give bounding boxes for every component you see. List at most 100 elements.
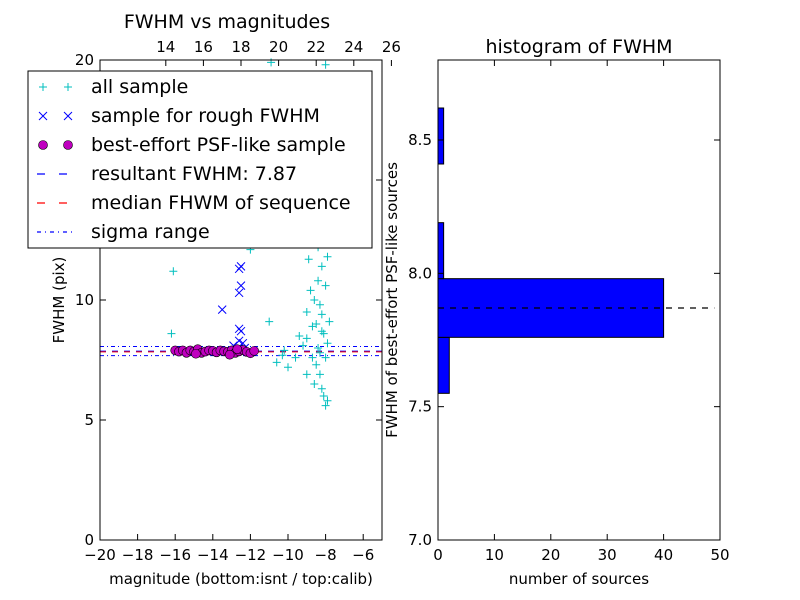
x-tick-label: −6 — [352, 546, 374, 564]
top-x-tick-label: 26 — [382, 38, 401, 56]
x-tick-label: 40 — [654, 546, 673, 564]
data-point — [302, 370, 311, 379]
data-point — [314, 276, 323, 285]
data-point — [169, 267, 178, 276]
histogram-bar — [437, 107, 445, 165]
data-point — [191, 348, 201, 359]
top-x-tick-label: 24 — [344, 38, 363, 56]
data-point — [278, 351, 287, 360]
legend-marker — [64, 83, 72, 91]
x-tick-label: −12 — [235, 546, 267, 564]
legend-label: median FHWM of sequence — [91, 192, 351, 214]
data-point — [304, 255, 313, 264]
data-point — [308, 353, 317, 362]
scatter-panel: −20−18−16−14−12−10−8−6051015201416182022… — [27, 11, 401, 588]
y-tick-label: 0 — [84, 531, 94, 549]
histogram-y-axis-label: FWHM of best-effort PSF-like sources — [383, 162, 401, 438]
data-point — [321, 353, 330, 362]
legend-label: sample for rough FWHM — [91, 105, 320, 127]
data-point — [310, 380, 319, 388]
data-point — [317, 384, 326, 393]
data-point — [310, 296, 319, 304]
data-point — [317, 327, 326, 336]
data-point — [234, 336, 244, 346]
legend-marker — [63, 140, 73, 150]
top-x-tick-label: 20 — [269, 38, 288, 56]
data-point — [280, 346, 289, 355]
top-x-tick-label: 22 — [307, 38, 326, 56]
data-point — [299, 341, 308, 350]
data-point — [323, 339, 332, 348]
x-tick-label: −14 — [197, 546, 229, 564]
data-point — [314, 344, 323, 352]
legend-marker — [38, 111, 48, 121]
data-point — [249, 346, 259, 356]
data-point — [319, 392, 328, 400]
x-tick-label: −20 — [84, 546, 116, 564]
data-point — [224, 349, 235, 360]
y-tick-label: 8.5 — [408, 131, 432, 149]
data-point — [272, 358, 281, 367]
data-point — [312, 360, 321, 369]
data-point — [291, 353, 300, 362]
data-point — [234, 264, 244, 274]
data-point — [306, 286, 315, 295]
data-point — [317, 310, 326, 319]
data-point — [323, 396, 332, 405]
histogram-title: histogram of FWHM — [485, 36, 672, 58]
y-tick-label: 10 — [75, 291, 94, 309]
x-tick-label: −10 — [272, 546, 304, 564]
data-point — [302, 334, 311, 343]
x-tick-label: 0 — [433, 546, 443, 564]
histogram-bar — [437, 336, 450, 394]
data-point — [321, 401, 330, 410]
histogram-panel: 0 10 20 30 40 50 7.0 7.5 8.0 8.5 histogram of FWH… — [383, 36, 730, 588]
data-point — [234, 288, 244, 298]
histogram-axes-frame — [437, 59, 721, 541]
data-point — [315, 300, 324, 309]
scatter-data-layer — [100, 58, 382, 410]
data-point — [265, 317, 274, 326]
y-tick-label: 7.5 — [408, 398, 432, 416]
legend-marker — [38, 140, 48, 150]
histogram-bar — [437, 222, 445, 280]
y-tick-label: 8.0 — [408, 264, 432, 282]
y-tick-label: 20 — [75, 51, 94, 69]
scatter-title: FWHM vs magnitudes — [124, 11, 330, 33]
data-point — [315, 370, 324, 379]
top-x-tick-label: 14 — [156, 38, 175, 56]
data-point — [284, 363, 292, 372]
top-x-tick-label: 16 — [194, 38, 213, 56]
data-point — [321, 60, 330, 69]
x-tick-label: −16 — [159, 546, 191, 564]
data-point — [295, 332, 304, 340]
data-point — [317, 262, 326, 271]
data-point — [323, 252, 332, 261]
scatter-x-axis-label: magnitude (bottom:isnt / top:calib) — [109, 570, 373, 588]
x-tick-label: −8 — [315, 546, 337, 564]
data-point — [232, 344, 243, 355]
histogram-ticks: 0 10 20 30 40 50 7.0 7.5 8.0 8.5 — [408, 60, 730, 564]
scatter-legend: all sample sample for rough FWHM best-effo… — [27, 70, 373, 249]
y-tick-label: 7.0 — [408, 531, 432, 549]
data-point — [302, 308, 311, 316]
data-point — [315, 348, 324, 357]
legend-items: all sample sample for rough FWHM best-effo… — [37, 76, 351, 243]
histogram-data-layer — [437, 107, 715, 394]
scatter-ticks: −20−18−16−14−12−10−8−6051015201416182022… — [75, 38, 401, 564]
x-tick-label: 50 — [710, 546, 729, 564]
data-point — [312, 320, 321, 328]
legend-box — [27, 70, 373, 249]
data-point — [236, 326, 246, 336]
x-tick-label: 10 — [485, 546, 504, 564]
data-point — [236, 281, 246, 290]
data-point — [321, 281, 330, 290]
data-point — [167, 329, 176, 338]
legend-label: best-effort PSF-like sample — [91, 134, 346, 156]
legend-label: all sample — [91, 76, 188, 98]
data-point — [217, 305, 227, 314]
x-tick-label: 20 — [541, 546, 560, 564]
top-x-tick-label: 18 — [231, 38, 250, 56]
legend-marker — [39, 83, 47, 91]
